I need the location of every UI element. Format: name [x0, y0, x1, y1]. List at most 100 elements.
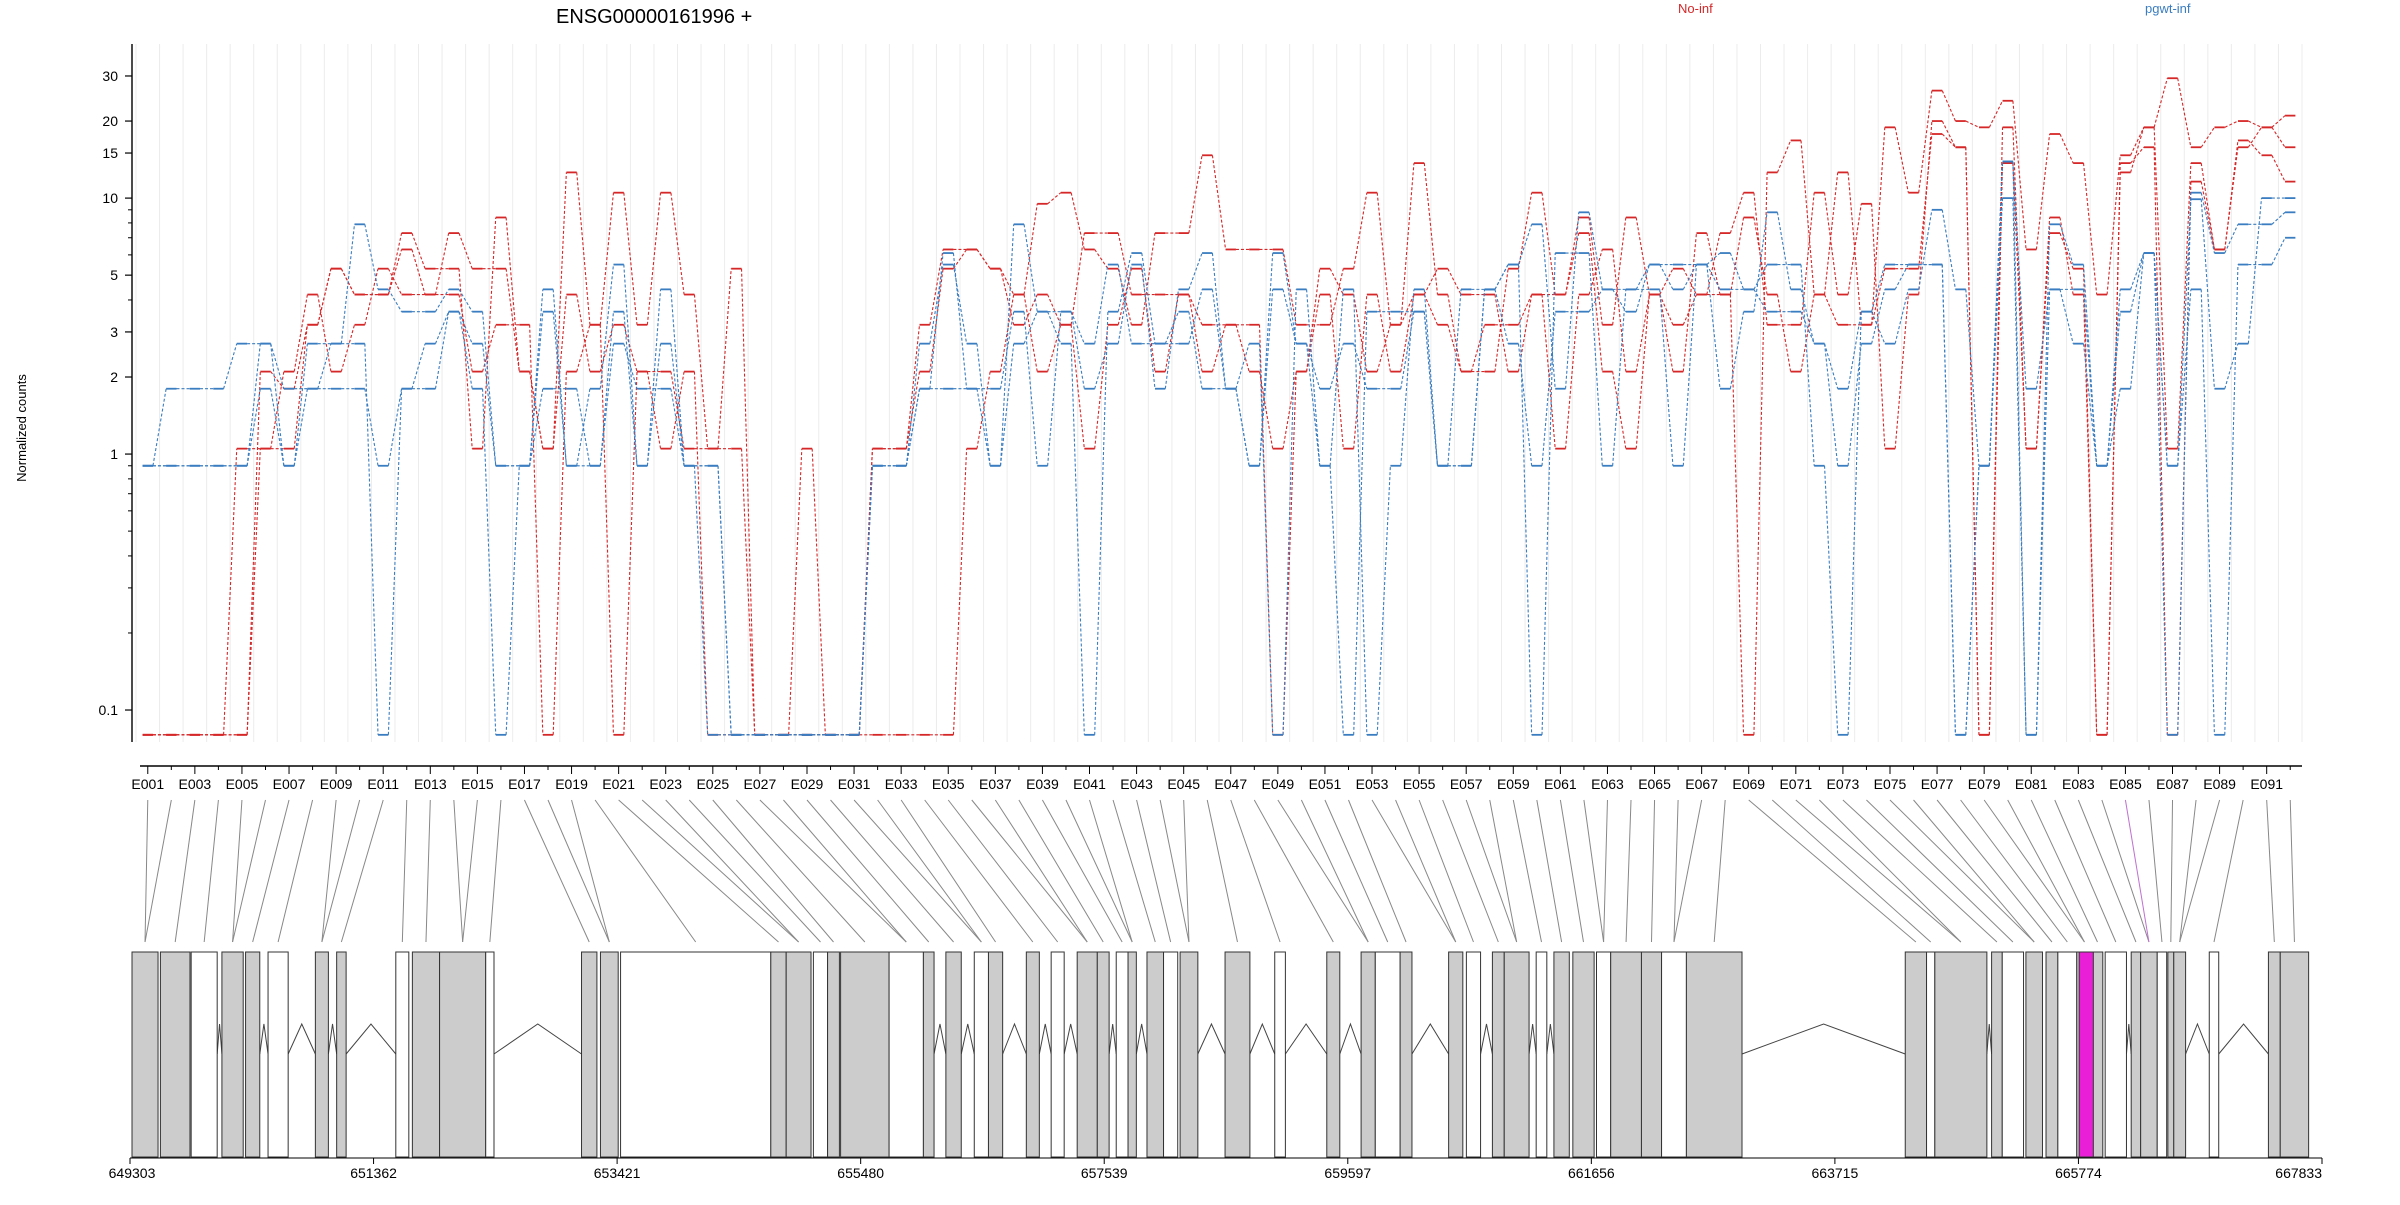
exon-block [1025, 951, 1040, 1158]
exon-block [2173, 951, 2187, 1158]
exon-connector [401, 799, 408, 943]
series-connector [1447, 324, 1462, 372]
genome-tick-label: 663715 [1812, 1165, 1859, 1181]
series-No-inf-2 [142, 126, 2296, 736]
series-connector [387, 232, 403, 295]
series-connector [1306, 289, 1321, 466]
exon-connector [1465, 799, 1518, 943]
exon-block [2001, 951, 2025, 1158]
intron [1038, 1023, 1052, 1055]
series-connector [1823, 343, 1839, 466]
exon-block [2057, 951, 2078, 1158]
series-connector [270, 371, 285, 390]
exon-block [1661, 951, 1687, 1158]
series-connector [2177, 192, 2192, 735]
series-connector [1612, 371, 1627, 449]
exon-connector [547, 799, 610, 943]
series-connector [1965, 120, 1980, 128]
series-connector [1612, 289, 1627, 466]
series-connector [364, 343, 379, 735]
series-connector [2200, 127, 2215, 148]
exon-connector [1489, 799, 1518, 943]
series-connector [1353, 294, 1368, 449]
exon-block [1465, 951, 1482, 1158]
exon-connector [232, 799, 243, 943]
y-tick-label: 0.1 [99, 702, 119, 718]
series-connector [2153, 127, 2168, 449]
exon-block [485, 951, 495, 1158]
intron [287, 1022, 316, 1055]
x-tick-label: E077 [1921, 776, 1954, 792]
exon-block [922, 951, 935, 1158]
x-tick-label: E019 [555, 776, 588, 792]
series-connector [1423, 163, 1439, 295]
exon-connector [830, 799, 954, 943]
series-connector [1988, 161, 2004, 466]
exon-block [1595, 951, 1612, 1158]
series-connector [1188, 252, 1203, 290]
intron [1411, 1023, 1450, 1055]
x-tick-label: E013 [414, 776, 447, 792]
series-connector [646, 192, 662, 325]
exon-connector [1348, 799, 1407, 943]
y-tick-label: 20 [102, 113, 118, 129]
series-connector [623, 343, 638, 389]
series-connector [270, 343, 285, 389]
series-connector [1329, 343, 1344, 389]
genome-tick-label: 665774 [2055, 1165, 2102, 1181]
series-connector [1376, 192, 1391, 325]
series-connector [1588, 289, 1603, 312]
series-connector [623, 324, 638, 372]
exon-connector [924, 799, 1034, 943]
exon-block [973, 951, 989, 1158]
series-connector [1376, 324, 1391, 372]
series-connector [599, 192, 615, 325]
series-connector [1494, 294, 1509, 372]
series-connector [2059, 232, 2074, 269]
exon-block [1904, 951, 1928, 1158]
x-tick-label: E029 [791, 776, 824, 792]
exon-connector [783, 799, 907, 943]
exon-connector [2213, 799, 2244, 943]
exon-connector [453, 799, 464, 943]
series-connector [434, 232, 450, 295]
exon-block [2025, 951, 2043, 1158]
series-connector [387, 388, 403, 735]
series-connector [387, 289, 403, 312]
series-connector [1541, 311, 1556, 466]
exon-connector [2124, 799, 2150, 943]
series-connector [317, 343, 332, 389]
genome-tick-label: 667833 [2275, 1165, 2322, 1181]
series-connector [293, 343, 308, 466]
x-tick-label: E057 [1450, 776, 1483, 792]
exon-connector [252, 799, 290, 943]
series-connector [1282, 371, 1297, 449]
exon-connector [1206, 799, 1238, 943]
series-connector [2247, 140, 2262, 156]
series-connector [1517, 294, 1533, 372]
series-connector [2177, 163, 2192, 449]
exon-connector [1771, 799, 1932, 943]
series-connector [1188, 294, 1203, 325]
exon-connector [1559, 799, 1584, 943]
series-connector [1517, 343, 1533, 466]
series-connector [1894, 289, 1909, 344]
series-connector [1565, 294, 1580, 449]
exon-block [267, 951, 289, 1158]
series-connector [1918, 90, 1933, 193]
series-connector [1588, 212, 1603, 290]
intron [1284, 1023, 1328, 1055]
series-connector [293, 294, 308, 372]
exon-connector [1625, 799, 1632, 943]
series-connector [1188, 289, 1203, 344]
exon-connector [2007, 799, 2085, 943]
exon-block [1934, 951, 1988, 1158]
series-connector [2059, 217, 2074, 295]
series-connector [670, 289, 685, 466]
series-connector [1117, 252, 1132, 312]
series-connector [905, 343, 921, 466]
series-connector [482, 311, 497, 466]
x-tick-label: E023 [649, 776, 682, 792]
series-connector [576, 172, 591, 325]
exon-connector [2170, 799, 2174, 943]
